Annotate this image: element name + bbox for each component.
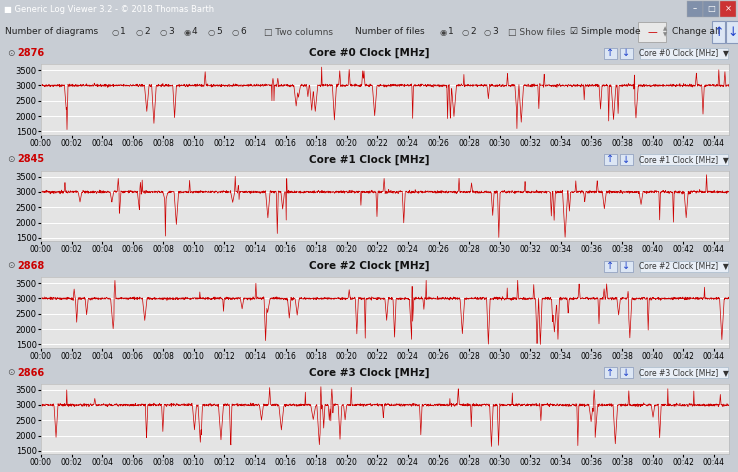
Text: □ Two columns: □ Two columns: [264, 27, 333, 36]
Text: ○: ○: [112, 27, 120, 36]
Text: 3: 3: [168, 27, 173, 36]
Text: Change all: Change all: [672, 27, 720, 36]
Text: —: —: [647, 27, 657, 37]
Text: 6: 6: [240, 27, 246, 36]
Text: 4: 4: [192, 27, 198, 36]
Text: ↑: ↑: [607, 154, 615, 165]
Text: 3: 3: [492, 27, 497, 36]
FancyBboxPatch shape: [638, 22, 666, 42]
FancyBboxPatch shape: [640, 154, 728, 165]
Text: Core #0 Clock [MHz]: Core #0 Clock [MHz]: [308, 48, 430, 58]
Text: 1: 1: [448, 27, 454, 36]
Text: 2: 2: [144, 27, 150, 36]
Text: Core #1 Clock [MHz]: Core #1 Clock [MHz]: [308, 154, 430, 165]
Text: ↓: ↓: [622, 368, 630, 378]
Text: □ Show files: □ Show files: [508, 27, 565, 36]
FancyBboxPatch shape: [604, 48, 617, 59]
Bar: [687, 1, 703, 17]
FancyBboxPatch shape: [620, 367, 633, 378]
Text: –: –: [693, 5, 697, 14]
Text: 2866: 2866: [17, 368, 44, 378]
FancyBboxPatch shape: [620, 261, 633, 271]
Text: ▲: ▲: [663, 26, 667, 32]
Text: 5: 5: [216, 27, 221, 36]
Text: ↓: ↓: [622, 154, 630, 165]
Text: ○: ○: [462, 27, 469, 36]
Text: 1: 1: [120, 27, 125, 36]
Text: ×: ×: [725, 5, 731, 14]
Text: 2: 2: [470, 27, 475, 36]
Bar: [720, 1, 736, 17]
FancyBboxPatch shape: [640, 261, 728, 271]
Text: ↓: ↓: [727, 25, 738, 39]
Text: ↓: ↓: [622, 261, 630, 271]
Text: 2845: 2845: [17, 154, 44, 165]
FancyBboxPatch shape: [604, 367, 617, 378]
Text: Core #1 Clock [MHz]  ▼: Core #1 Clock [MHz] ▼: [639, 155, 729, 164]
Text: Core #0 Clock [MHz]  ▼: Core #0 Clock [MHz] ▼: [639, 49, 729, 58]
Text: ↑: ↑: [607, 48, 615, 58]
FancyBboxPatch shape: [620, 48, 633, 59]
Text: Core #2 Clock [MHz]: Core #2 Clock [MHz]: [308, 261, 430, 271]
Text: ⊙: ⊙: [7, 155, 15, 164]
FancyBboxPatch shape: [726, 21, 738, 43]
FancyBboxPatch shape: [604, 154, 617, 165]
Text: ☑ Simple mode: ☑ Simple mode: [570, 27, 641, 36]
Text: ○: ○: [160, 27, 168, 36]
Text: ○: ○: [232, 27, 239, 36]
Text: ▼: ▼: [663, 33, 667, 37]
Text: Core #3 Clock [MHz]: Core #3 Clock [MHz]: [308, 367, 430, 378]
Text: Core #3 Clock [MHz]  ▼: Core #3 Clock [MHz] ▼: [639, 368, 729, 377]
Text: 2868: 2868: [17, 261, 44, 271]
FancyBboxPatch shape: [640, 48, 728, 59]
Text: ↑: ↑: [713, 25, 724, 39]
Text: Number of files: Number of files: [355, 27, 424, 36]
Text: ○: ○: [484, 27, 492, 36]
Text: Number of diagrams: Number of diagrams: [5, 27, 98, 36]
Text: ○: ○: [136, 27, 143, 36]
Text: ⊙: ⊙: [7, 261, 15, 270]
Text: ⊙: ⊙: [7, 49, 15, 58]
Text: ○: ○: [208, 27, 215, 36]
Text: ◉: ◉: [184, 27, 191, 36]
Text: ◉: ◉: [440, 27, 447, 36]
Text: Core #2 Clock [MHz]  ▼: Core #2 Clock [MHz] ▼: [639, 261, 729, 270]
Text: ↓: ↓: [622, 48, 630, 58]
Text: ■ Generic Log Viewer 3.2 - © 2018 Thomas Barth: ■ Generic Log Viewer 3.2 - © 2018 Thomas…: [4, 5, 214, 15]
Text: ↑: ↑: [607, 261, 615, 271]
FancyBboxPatch shape: [712, 21, 725, 43]
Bar: [703, 1, 719, 17]
Text: ⊙: ⊙: [7, 368, 15, 377]
Text: ↑: ↑: [607, 368, 615, 378]
FancyBboxPatch shape: [640, 367, 728, 378]
FancyBboxPatch shape: [604, 261, 617, 271]
Text: 2876: 2876: [17, 48, 44, 58]
FancyBboxPatch shape: [620, 154, 633, 165]
Text: □: □: [707, 5, 715, 14]
